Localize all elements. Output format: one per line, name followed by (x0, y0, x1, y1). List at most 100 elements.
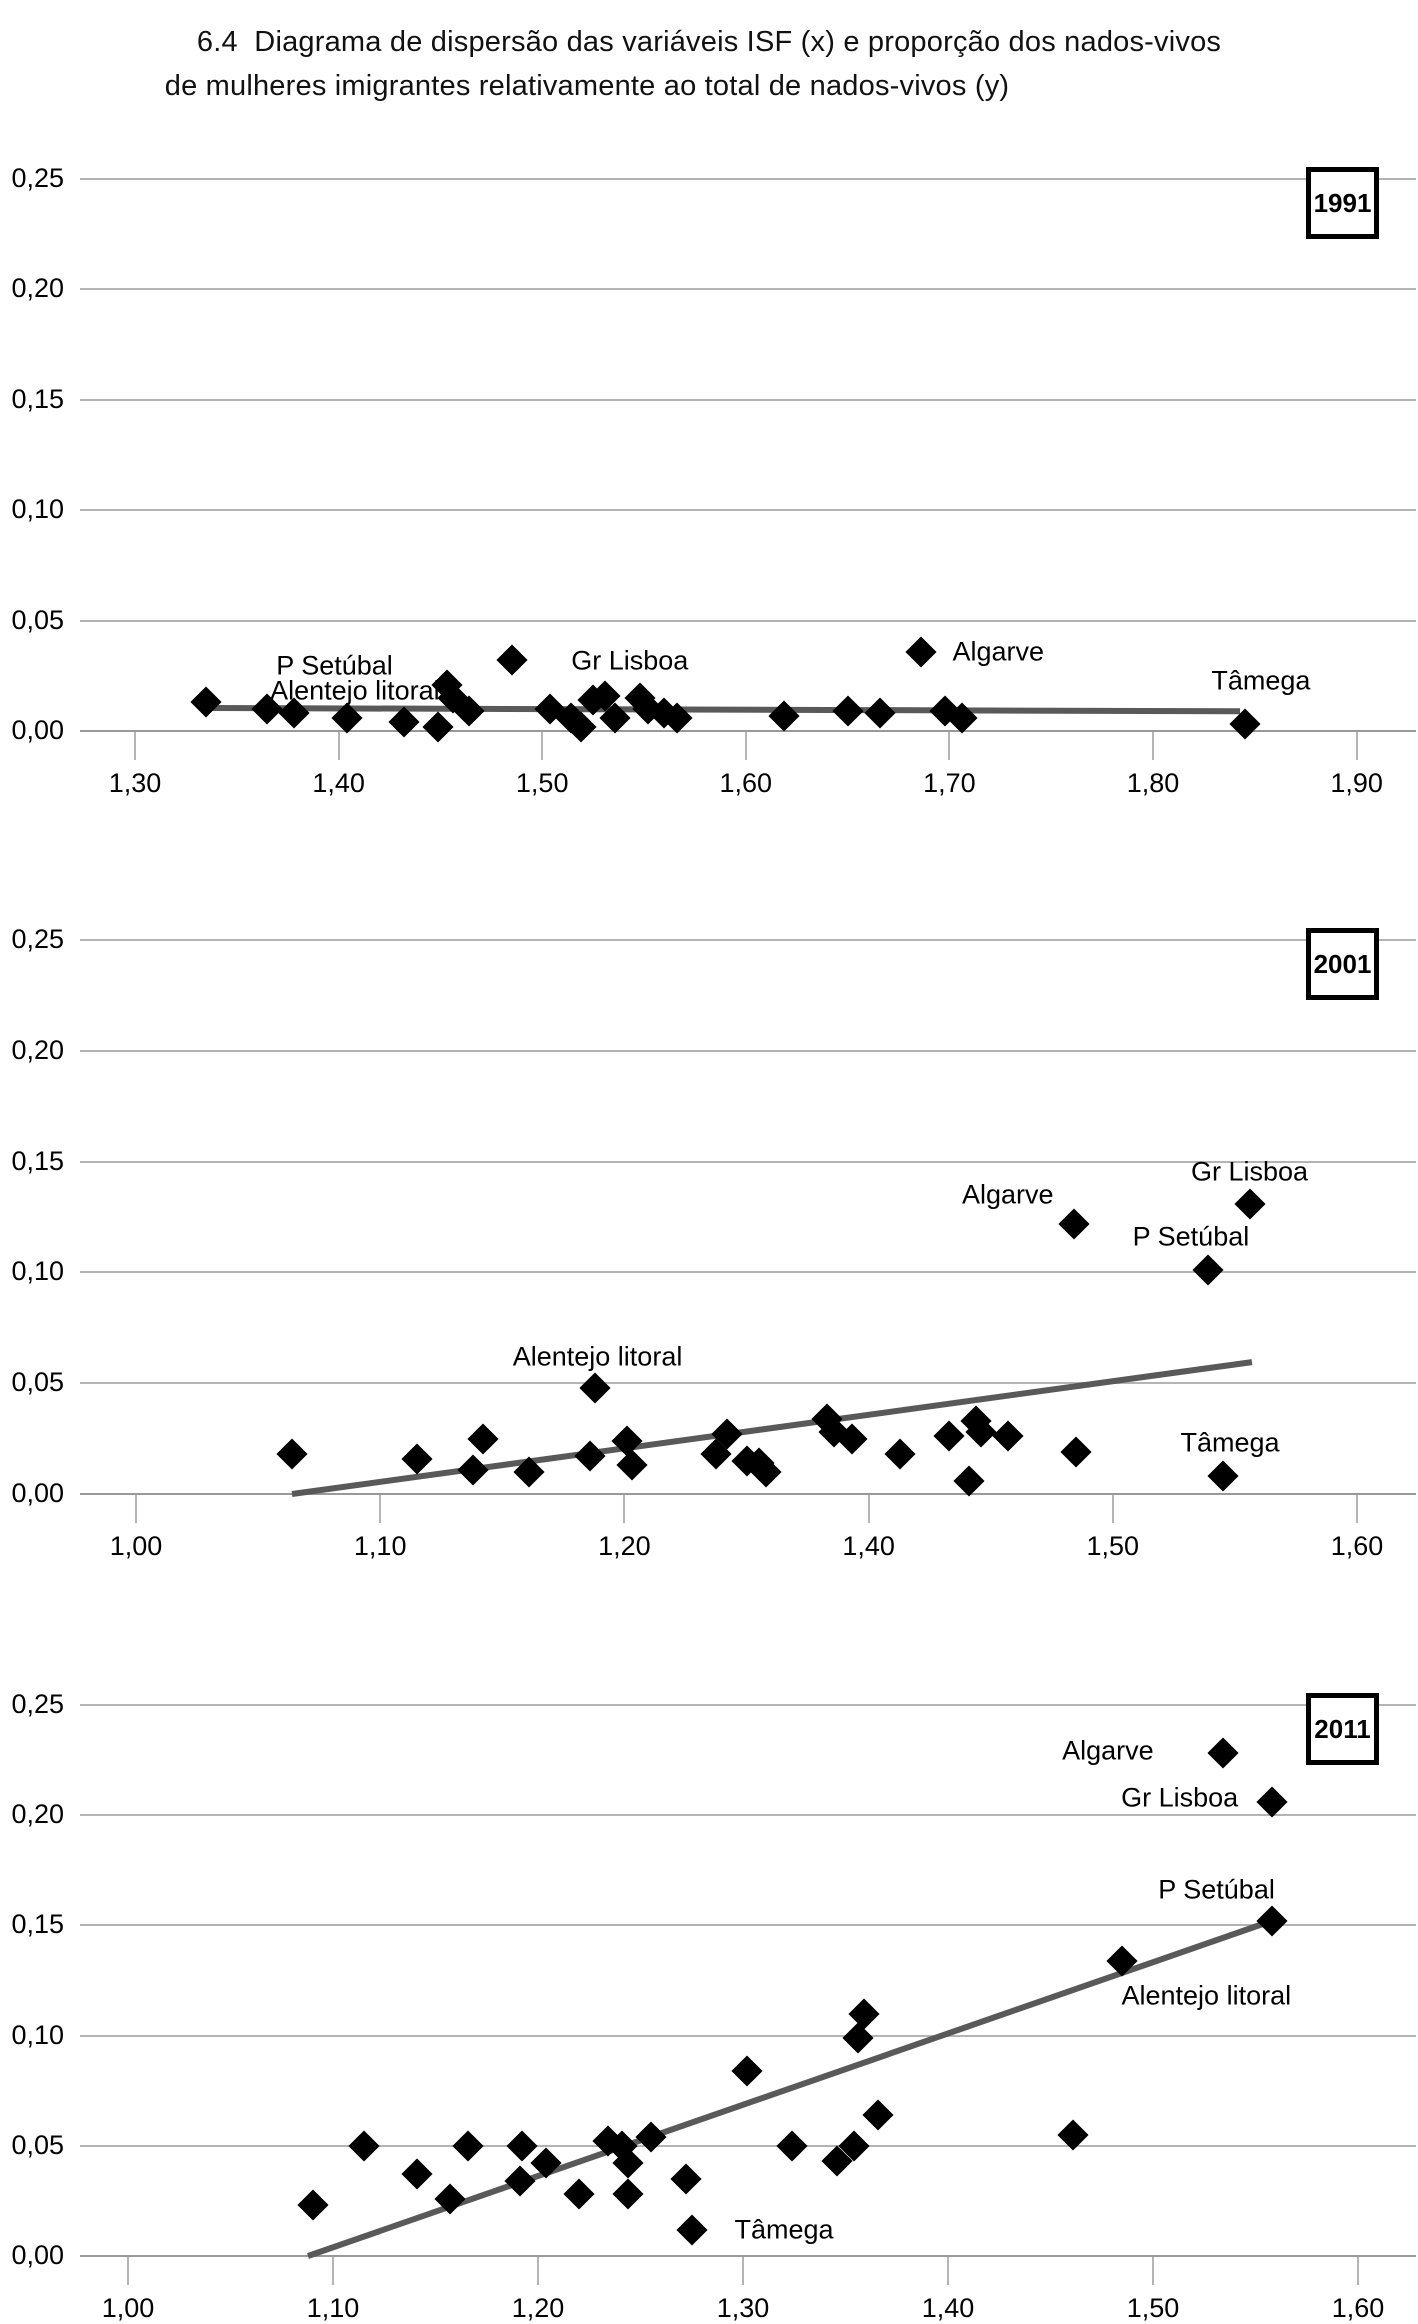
x-tick-mark (135, 1494, 137, 1523)
region-label: Algarve (962, 1179, 1054, 1210)
x-tick-label: 1,10 (306, 2293, 360, 2323)
region-label: P Setúbal (1158, 1874, 1275, 1905)
data-point-diamond (832, 695, 864, 727)
gridline (80, 1814, 1416, 1817)
x-tick-label: 1,50 (515, 768, 569, 798)
gridline (80, 509, 1416, 512)
x-tick-mark (1355, 731, 1358, 760)
x-tick-label: 1,20 (598, 1531, 651, 1561)
y-tick-label: 0,15 (11, 1145, 64, 1176)
x-tick-label: 1,60 (1330, 1531, 1384, 1561)
x-axis-line (80, 2255, 1416, 2257)
x-tick-label: 1,40 (842, 1531, 895, 1561)
x-tick-label: 1,00 (109, 1531, 163, 1561)
x-tick-label: 1,00 (101, 2293, 155, 2323)
data-point-algarve (1058, 1208, 1090, 1240)
y-tick-label: 0,00 (11, 715, 64, 745)
gridline (80, 2144, 1416, 2147)
region-label: Algarve (1062, 1735, 1154, 1766)
region-label: Tâmega (1211, 665, 1311, 696)
x-tick-mark (1111, 1494, 1114, 1523)
data-point-diamond (401, 2158, 433, 2190)
year-badge: 2001 (1306, 928, 1379, 1000)
gridline (80, 1924, 1416, 1927)
data-point-diamond (616, 1449, 648, 1481)
x-tick-label: 1,40 (312, 768, 365, 798)
data-point-diamond (768, 699, 801, 732)
x-tick-label: 1,50 (1086, 1531, 1140, 1561)
x-tick-label: 1,80 (1126, 768, 1180, 798)
y-tick-label: 0,10 (11, 1256, 64, 1287)
x-tick-mark (541, 731, 544, 760)
data-point-diamond (563, 2178, 595, 2210)
region-label: P Setúbal (1132, 1221, 1250, 1252)
gridline (80, 1049, 1416, 1052)
x-tick-label: 1,60 (1331, 2293, 1385, 2323)
data-point-diamond (862, 2099, 894, 2131)
data-point-gr-lisboa (1233, 1188, 1266, 1220)
y-tick-label: 0,15 (11, 1909, 64, 1940)
y-tick-label: 0,25 (11, 924, 64, 954)
data-point-diamond (503, 2165, 536, 2197)
data-point-diamond (574, 1440, 606, 1472)
x-tick-mark (332, 2256, 334, 2285)
data-point-t-mega (1207, 1460, 1239, 1492)
data-point-diamond (635, 2121, 667, 2153)
data-point-diamond (348, 2130, 380, 2162)
x-tick-label: 1,10 (353, 1531, 407, 1561)
data-point-diamond (506, 2130, 538, 2162)
y-tick-label: 0,10 (11, 2019, 64, 2050)
gridline (80, 398, 1416, 401)
data-point-diamond (992, 1420, 1024, 1452)
x-tick-mark (867, 1494, 870, 1523)
y-tick-label: 0,05 (11, 2129, 64, 2160)
x-tick-label: 1,50 (1126, 2293, 1180, 2323)
year-badge: 2011 (1306, 1693, 1379, 1765)
data-point-diamond (776, 2130, 808, 2162)
y-tick-label: 0,20 (11, 1799, 64, 1830)
x-tick-mark (1356, 1494, 1358, 1523)
data-point-diamond (864, 697, 896, 729)
gridline (80, 2034, 1416, 2037)
data-point-diamond (842, 2022, 874, 2054)
y-tick-label: 0,05 (11, 604, 64, 635)
data-point-algarve (905, 635, 937, 668)
data-point-diamond (276, 1438, 308, 1470)
gridline (80, 178, 1416, 180)
gridline (80, 1271, 1416, 1274)
data-point-alentejo-litoral (579, 1372, 611, 1404)
region-label: Gr Lisboa (1121, 1782, 1239, 1813)
x-tick-label: 1,60 (719, 768, 773, 798)
gridline (80, 1704, 1416, 1706)
region-label: Alentejo litoral (1121, 1980, 1292, 2011)
data-point-gr-lisboa (1256, 1786, 1288, 1818)
gridline (80, 1382, 1416, 1385)
data-point-diamond (467, 1423, 499, 1455)
data-point-alentejo-litoral (190, 686, 222, 718)
x-tick-label: 1,30 (716, 2293, 770, 2323)
x-tick-mark (948, 731, 951, 760)
data-point-p-set-bal (1192, 1254, 1224, 1286)
data-point-diamond (296, 2189, 329, 2221)
y-tick-label: 0,00 (11, 1478, 64, 1508)
data-point-diamond (452, 2130, 484, 2162)
x-tick-mark (337, 731, 340, 760)
data-point-algarve (1207, 1737, 1239, 1770)
gridline (80, 1160, 1416, 1163)
x-tick-mark (744, 731, 747, 760)
data-point-diamond (670, 2163, 702, 2195)
x-tick-mark (379, 1494, 382, 1523)
data-point-diamond (731, 2055, 763, 2087)
y-tick-label: 0,25 (11, 1689, 64, 1719)
y-tick-label: 0,00 (11, 2240, 64, 2270)
x-tick-label: 1,90 (1330, 768, 1383, 798)
data-point-diamond (401, 1442, 433, 1475)
y-tick-label: 0,20 (11, 1034, 64, 1065)
region-label: Algarve (952, 636, 1045, 666)
data-point-diamond (1060, 1436, 1092, 1468)
x-tick-mark (623, 1494, 626, 1523)
data-point-gr-lisboa (496, 644, 528, 676)
data-point-diamond (884, 1438, 916, 1470)
region-label: Alentejo litoral (270, 675, 440, 706)
y-tick-label: 0,20 (11, 273, 64, 304)
